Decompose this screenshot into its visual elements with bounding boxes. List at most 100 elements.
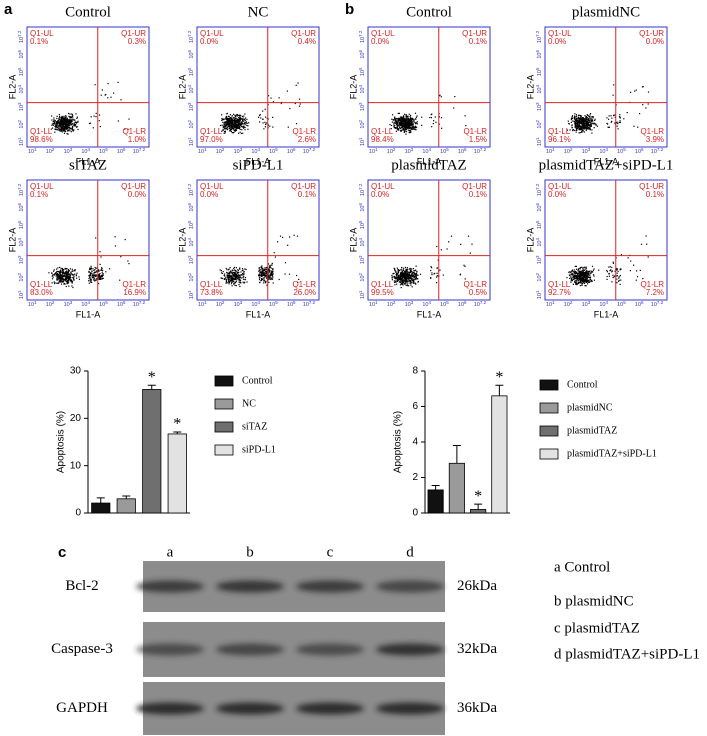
- legend-label: plasmidNC: [567, 402, 613, 413]
- event-dot: [99, 274, 100, 275]
- event-dot: [54, 269, 55, 270]
- event-dot: [53, 121, 54, 122]
- event-dot: [433, 123, 434, 124]
- tick-exponent: 5: [105, 300, 108, 305]
- event-dot: [577, 270, 578, 271]
- event-dot: [404, 130, 405, 131]
- event-dot: [619, 276, 620, 277]
- event-dot: [395, 120, 396, 121]
- event-dot: [410, 127, 411, 128]
- event-dot: [269, 274, 270, 275]
- event-dot: [73, 278, 74, 279]
- event-dot: [242, 119, 243, 120]
- event-dot: [226, 125, 227, 126]
- event-dot: [75, 122, 76, 123]
- event-dot: [67, 280, 68, 281]
- tick-exponent: 1: [204, 147, 207, 152]
- event-dot: [397, 125, 398, 126]
- event-dot: [609, 127, 610, 128]
- event-dot: [587, 283, 588, 284]
- event-dot: [227, 129, 228, 130]
- tick-exponent: 1: [204, 300, 207, 305]
- x-tick-label: 106: [635, 147, 644, 155]
- event-dot: [576, 276, 577, 277]
- event-dot: [620, 268, 621, 269]
- event-dot: [416, 266, 417, 267]
- tick-exponent: 5: [187, 67, 192, 70]
- event-dot: [580, 116, 581, 117]
- event-dot: [59, 114, 60, 115]
- event-dot: [595, 119, 596, 120]
- event-dot: [648, 103, 649, 104]
- event-dot: [226, 269, 227, 270]
- quadrant-value: 0.1%: [646, 190, 664, 199]
- event-dot: [57, 129, 58, 130]
- event-dot: [581, 131, 582, 132]
- event-dot: [289, 236, 290, 237]
- quadrant-value: 26.0%: [293, 288, 316, 297]
- tick-exponent: 6: [293, 300, 296, 305]
- event-dot: [608, 267, 609, 268]
- tick-exponent: 5: [17, 67, 22, 70]
- event-dot: [73, 280, 74, 281]
- event-dot: [62, 125, 63, 126]
- event-dot: [95, 84, 96, 85]
- event-dot: [573, 284, 574, 285]
- event-dot: [411, 276, 412, 277]
- y-tick-label: 106: [17, 203, 25, 212]
- event-dot: [64, 133, 65, 134]
- event-dot: [69, 279, 70, 280]
- event-dot: [225, 121, 226, 122]
- event-dot: [633, 126, 634, 127]
- bar: [492, 396, 507, 513]
- event-dot: [279, 279, 280, 280]
- event-dot: [95, 116, 96, 117]
- event-dot: [406, 269, 407, 270]
- event-dot: [51, 125, 52, 126]
- event-dot: [269, 277, 270, 278]
- y-tick-label: 103: [187, 255, 195, 264]
- quadrant-value: 1.5%: [469, 135, 487, 144]
- event-dot: [407, 123, 408, 124]
- event-dot: [410, 116, 411, 117]
- event-dot: [222, 119, 223, 120]
- event-dot: [93, 274, 94, 275]
- event-dot: [268, 282, 269, 283]
- event-dot: [411, 129, 412, 130]
- event-dot: [431, 272, 432, 273]
- event-dot: [592, 120, 593, 121]
- event-dot: [229, 275, 230, 276]
- tick-exponent: 5: [535, 67, 540, 70]
- event-dot: [460, 274, 461, 275]
- quadrant-value: 1.0%: [128, 135, 146, 144]
- quadrant-value: 92.7%: [548, 288, 571, 297]
- event-dot: [51, 272, 52, 273]
- event-dot: [272, 276, 273, 277]
- event-dot: [402, 270, 403, 271]
- event-dot: [89, 268, 90, 269]
- event-dot: [421, 125, 422, 126]
- event-dot: [238, 133, 239, 134]
- event-dot: [65, 115, 66, 116]
- event-dot: [594, 120, 595, 121]
- y-tick-label: 102: [187, 119, 195, 128]
- event-dot: [443, 275, 444, 276]
- tick-exponent: 4: [428, 300, 431, 305]
- event-dot: [69, 129, 70, 130]
- event-dot: [396, 131, 397, 132]
- event-dot: [236, 281, 237, 282]
- event-dot: [226, 128, 227, 129]
- event-dot: [242, 270, 243, 271]
- event-dot: [406, 116, 407, 117]
- y-tick-label: 104: [17, 237, 25, 246]
- x-tick-label: 107.2: [651, 300, 664, 308]
- lane-label: d: [406, 544, 414, 560]
- event-dot: [259, 279, 260, 280]
- tick-exponent: 2: [570, 300, 573, 305]
- event-dot: [613, 277, 614, 278]
- y-tick-label: 0: [412, 508, 418, 519]
- x-tick-label: 103: [582, 300, 591, 308]
- event-dot: [571, 280, 572, 281]
- event-dot: [66, 129, 67, 130]
